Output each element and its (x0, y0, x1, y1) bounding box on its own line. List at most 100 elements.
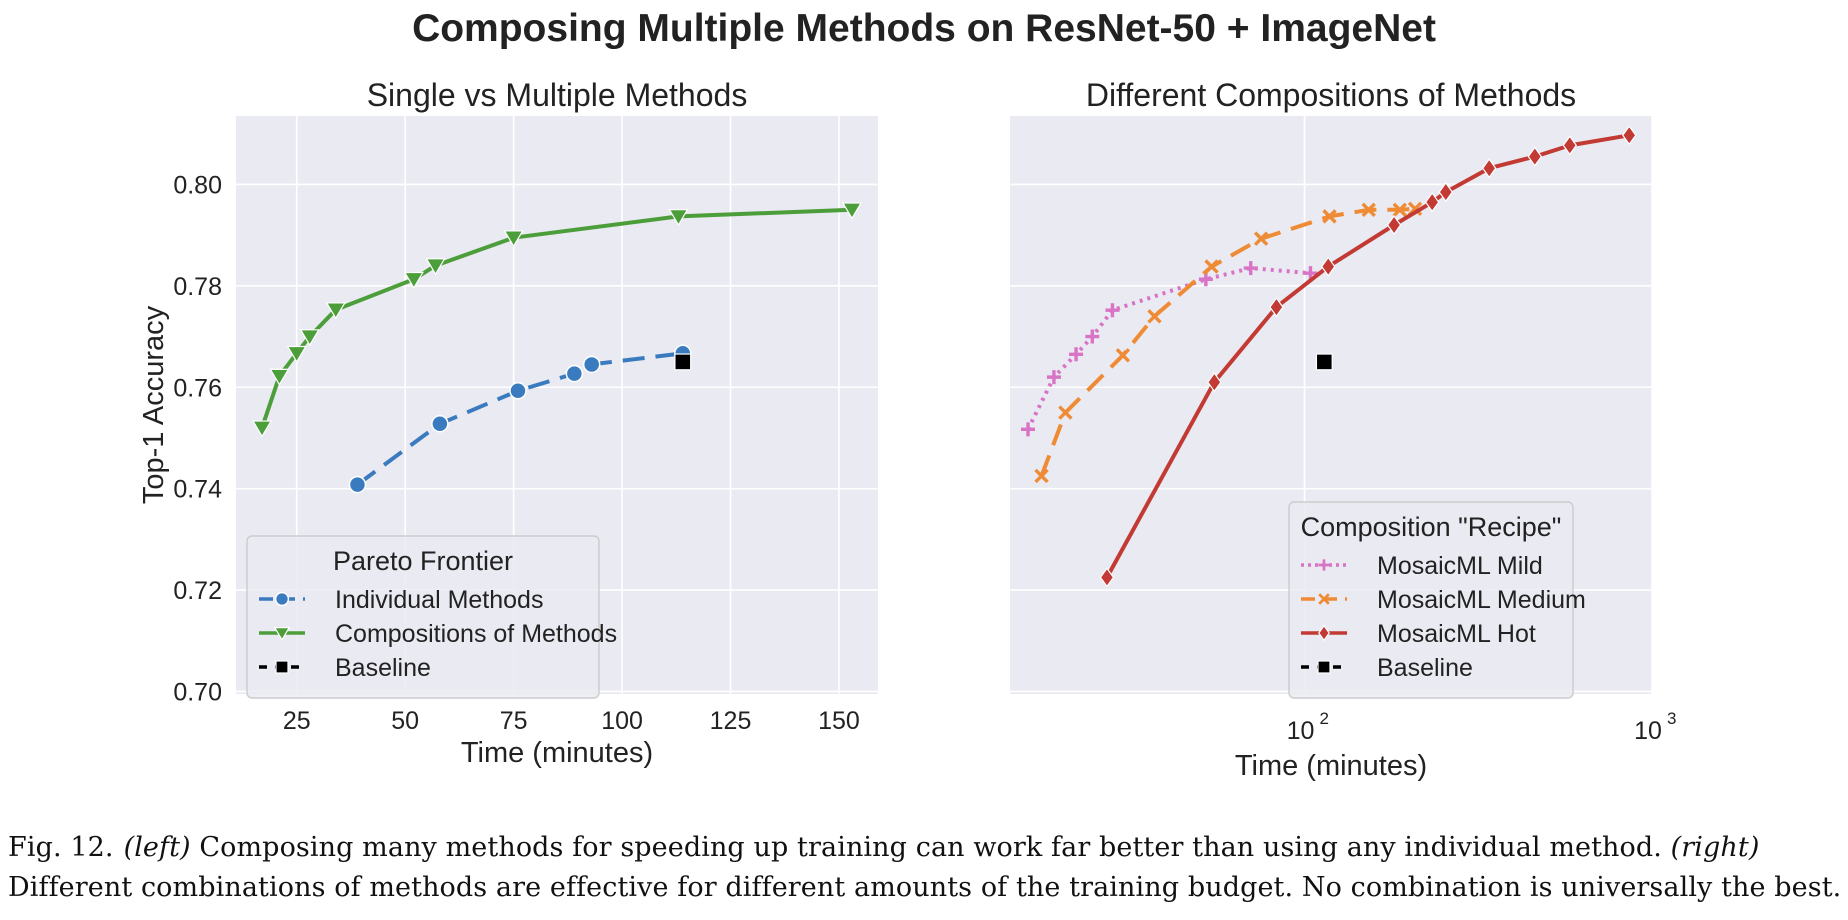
legend-swatch-marker (1318, 593, 1330, 605)
x-tick-label: 50 (391, 707, 419, 735)
y-tick-label: 0.70 (173, 678, 222, 706)
series-line-compositions-of-methods (260, 207, 853, 429)
legend-label: MosaicML Mild (1377, 552, 1543, 580)
data-point-mosaicml-medium (1058, 405, 1073, 420)
legend-item-mosaicml-mild: MosaicML Mild (1301, 552, 1543, 580)
x-tick-label: 125 (710, 707, 752, 735)
data-point-mosaicml-hot (1320, 256, 1336, 277)
data-point-mosaicml-mild (1085, 329, 1100, 344)
y-tick-label: 0.72 (173, 577, 222, 605)
y-tick-label: 0.78 (173, 273, 222, 301)
data-point-mosaicml-hot (1622, 125, 1637, 146)
data-point-individual-methods (431, 415, 449, 433)
legend-label: MosaicML Hot (1377, 620, 1536, 648)
x-tick-label: 25 (283, 707, 311, 735)
x-tick-label-exponent: 2 (1320, 709, 1329, 728)
data-point-compositions-of-methods (403, 271, 424, 289)
y-axis-label: Top-1 Accuracy (138, 305, 170, 504)
legend-label: Individual Methods (335, 586, 543, 614)
x-tick-label: 150 (818, 707, 860, 735)
series-baseline (1315, 353, 1333, 371)
data-point-compositions-of-methods (425, 258, 446, 276)
x-tick-label: 100 (601, 707, 643, 735)
caption-label: Fig. 12. (8, 832, 114, 863)
caption-left-tag: (left) (123, 832, 191, 863)
data-point-mosaicml-mild (1198, 272, 1213, 287)
legend-item-mosaicml-hot: MosaicML Hot (1301, 620, 1536, 648)
data-point-compositions-of-methods (269, 368, 290, 386)
caption-left-text: Composing many methods for speeding up t… (190, 832, 1671, 863)
legend-swatch-marker (1318, 559, 1330, 571)
series-mosaicml-hot (1099, 125, 1637, 588)
data-point-mosaicml-medium (1361, 202, 1376, 218)
data-point-mosaicml-medium (1253, 231, 1269, 246)
panel-different-compositions: Different Compositions of Methods 10 2 10 3 T… (1010, 77, 1676, 782)
data-point-compositions-of-methods (503, 230, 524, 248)
data-point-mosaicml-medium (1392, 202, 1408, 218)
data-point-mosaicml-mild (1069, 347, 1084, 362)
x-axis-label: Time (minutes) (1235, 750, 1427, 782)
data-point-mosaicml-medium (1115, 348, 1131, 363)
series-line-mosaicml-medium (1039, 206, 1416, 477)
data-point-mosaicml-medium (1322, 209, 1337, 224)
legend-label: Baseline (1377, 654, 1473, 682)
legend-title: Pareto Frontier (333, 546, 513, 576)
series-individual-methods (348, 344, 692, 494)
data-point-mosaicml-hot (1438, 182, 1454, 203)
data-point-mosaicml-hot (1207, 372, 1222, 393)
legend-item-compositions-of-methods: Compositions of Methods (259, 620, 617, 648)
data-point-mosaicml-hot (1386, 214, 1402, 236)
y-tick-label: 0.76 (173, 374, 222, 402)
data-point-compositions-of-methods (251, 420, 273, 438)
data-point-mosaicml-mild (1105, 303, 1120, 318)
legend-swatch-marker (1317, 660, 1331, 674)
x-tick-label-exponent: 3 (1667, 709, 1676, 728)
data-point-mosaicml-hot (1481, 158, 1497, 179)
legend-swatch-marker (273, 626, 291, 642)
panel-single-vs-multiple: Single vs Multiple Methods 0.70 0.72 0.74 0.… (138, 77, 878, 769)
x-tick-label: 10 (1287, 717, 1315, 745)
x-tick-label: 75 (500, 707, 528, 735)
data-point-mosaicml-hot (1424, 192, 1440, 213)
legend-item-individual-methods: Individual Methods (259, 586, 543, 614)
legend-item-mosaicml-medium: MosaicML Medium (1301, 586, 1586, 614)
y-tick-label: 0.74 (173, 476, 222, 504)
figure-caption: Fig. 12. (left) Composing many methods fo… (8, 828, 1842, 908)
data-point-mosaicml-hot (1562, 135, 1578, 156)
x-tick-label: 10 (1634, 717, 1662, 745)
legend-box (246, 535, 600, 699)
data-point-individual-methods (565, 364, 584, 383)
data-point-individual-methods (509, 382, 527, 400)
legend-swatch-marker (274, 591, 290, 607)
series-mosaicml-medium (1034, 201, 1423, 484)
chart-title: Single vs Multiple Methods (367, 77, 748, 113)
data-point-mosaicml-mild (1243, 261, 1258, 276)
legend-item-baseline: Baseline (1301, 654, 1473, 682)
data-point-individual-methods (582, 355, 601, 374)
data-point-compositions-of-methods (325, 302, 346, 320)
data-point-mosaicml-hot (1099, 567, 1115, 588)
chart-title: Different Compositions of Methods (1086, 77, 1576, 113)
legend-swatch-marker (275, 660, 289, 674)
data-point-mosaicml-medium (1034, 468, 1049, 484)
legend-item-baseline: Baseline (259, 654, 431, 682)
series-line-mosaicml-mild (1026, 266, 1311, 431)
series-baseline (674, 353, 692, 371)
data-point-mosaicml-medium (1204, 259, 1219, 274)
data-point-baseline (1315, 353, 1333, 371)
series-mosaicml-mild (1021, 261, 1318, 437)
legend-label: Baseline (335, 654, 431, 682)
legend-label: Compositions of Methods (335, 620, 617, 648)
data-point-compositions-of-methods (286, 345, 307, 364)
legend: Pareto Frontier Individual Methods Composi… (246, 535, 617, 699)
figure: Composing Multiple Methods on ResNet-50 … (138, 7, 1676, 782)
data-point-individual-methods (348, 475, 367, 494)
data-point-mosaicml-mild (1303, 266, 1318, 281)
legend-title: Composition "Recipe" (1301, 512, 1562, 542)
y-tick-label: 0.80 (173, 171, 222, 199)
series-line-individual-methods (356, 351, 684, 487)
data-point-compositions-of-methods (299, 329, 320, 347)
data-point-mosaicml-hot (1269, 297, 1284, 318)
data-point-compositions-of-methods (841, 202, 863, 220)
legend: Composition "Recipe" MosaicML Mild MosaicM… (1288, 501, 1586, 699)
